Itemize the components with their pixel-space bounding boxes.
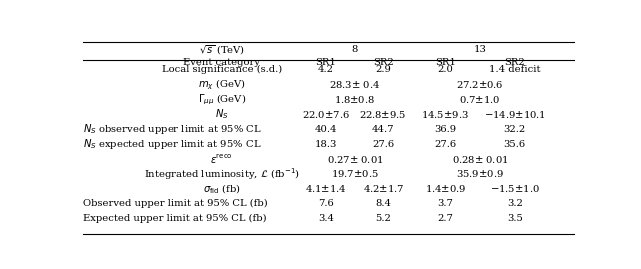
Text: 35.9$\pm$0.9: 35.9$\pm$0.9 (456, 168, 504, 179)
Text: 3.7: 3.7 (437, 199, 453, 208)
Text: 0.7$\pm$1.0: 0.7$\pm$1.0 (460, 94, 501, 105)
Text: 4.2: 4.2 (318, 65, 334, 74)
Text: 2.7: 2.7 (437, 214, 453, 223)
Text: 8.4: 8.4 (375, 199, 391, 208)
Text: 3.5: 3.5 (507, 214, 523, 223)
Text: 32.2: 32.2 (504, 125, 526, 134)
Text: $\sqrt{s}$ (TeV): $\sqrt{s}$ (TeV) (199, 43, 245, 56)
Text: 14.5$\pm$9.3: 14.5$\pm$9.3 (421, 109, 469, 120)
Text: 2.9: 2.9 (375, 65, 391, 74)
Text: 0.28$\pm$ 0.01: 0.28$\pm$ 0.01 (452, 154, 508, 165)
Text: $-$1.5$\pm$1.0: $-$1.5$\pm$1.0 (490, 183, 540, 194)
Text: $m_\chi$ (GeV): $m_\chi$ (GeV) (198, 77, 246, 92)
Text: SR2: SR2 (504, 58, 525, 67)
Text: 1.8$\pm$0.8: 1.8$\pm$0.8 (335, 94, 375, 105)
Text: 3.4: 3.4 (318, 214, 334, 223)
Text: SR1: SR1 (315, 58, 337, 67)
Text: Expected upper limit at 95% CL (fb): Expected upper limit at 95% CL (fb) (83, 214, 266, 223)
Text: 44.7: 44.7 (372, 125, 394, 134)
Text: 0.27$\pm$ 0.01: 0.27$\pm$ 0.01 (326, 154, 383, 165)
Text: 36.9: 36.9 (434, 125, 456, 134)
Text: $N_S$ expected upper limit at 95% CL: $N_S$ expected upper limit at 95% CL (83, 137, 261, 151)
Text: 8: 8 (352, 45, 358, 54)
Text: 3.2: 3.2 (507, 199, 523, 208)
Text: 40.4: 40.4 (315, 125, 337, 134)
Text: 1.4$\pm$0.9: 1.4$\pm$0.9 (424, 183, 466, 194)
Text: Integrated luminosity, $\mathcal{L}$ (fb$^{-1}$): Integrated luminosity, $\mathcal{L}$ (fb… (144, 166, 300, 182)
Text: SR1: SR1 (435, 58, 456, 67)
Text: 22.8$\pm$9.5: 22.8$\pm$9.5 (360, 109, 407, 120)
Text: $-$14.9$\pm$10.1: $-$14.9$\pm$10.1 (484, 109, 545, 120)
Text: $N_S$ observed upper limit at 95% CL: $N_S$ observed upper limit at 95% CL (83, 122, 262, 136)
Text: 5.2: 5.2 (375, 214, 391, 223)
Text: 1.4 deficit: 1.4 deficit (489, 65, 540, 74)
Text: $\varepsilon^{\rm reco}$: $\varepsilon^{\rm reco}$ (210, 153, 233, 166)
Text: 27.6: 27.6 (372, 140, 394, 149)
Text: Event category: Event category (183, 58, 260, 67)
Text: 27.6: 27.6 (434, 140, 456, 149)
Text: 7.6: 7.6 (318, 199, 334, 208)
Text: Observed upper limit at 95% CL (fb): Observed upper limit at 95% CL (fb) (83, 199, 267, 208)
Text: 4.1$\pm$1.4: 4.1$\pm$1.4 (305, 183, 347, 194)
Text: $\sigma_{\rm fid}$ (fb): $\sigma_{\rm fid}$ (fb) (203, 182, 240, 196)
Text: 18.3: 18.3 (315, 140, 337, 149)
Text: 35.6: 35.6 (504, 140, 526, 149)
Text: Local significance (s.d.): Local significance (s.d.) (162, 65, 282, 74)
Text: 28.3$\pm$ 0.4: 28.3$\pm$ 0.4 (329, 79, 381, 90)
Text: 2.0: 2.0 (437, 65, 453, 74)
Text: 4.2$\pm$1.7: 4.2$\pm$1.7 (363, 183, 404, 194)
Text: 19.7$\pm$0.5: 19.7$\pm$0.5 (331, 168, 379, 179)
Text: $N_S$: $N_S$ (215, 107, 229, 121)
Text: 22.0$\pm$7.6: 22.0$\pm$7.6 (302, 109, 350, 120)
Text: 27.2$\pm$0.6: 27.2$\pm$0.6 (456, 79, 504, 90)
Text: SR2: SR2 (373, 58, 394, 67)
Text: $\Gamma_{\mu\mu}$ (GeV): $\Gamma_{\mu\mu}$ (GeV) (197, 92, 246, 107)
Text: 13: 13 (474, 45, 487, 54)
